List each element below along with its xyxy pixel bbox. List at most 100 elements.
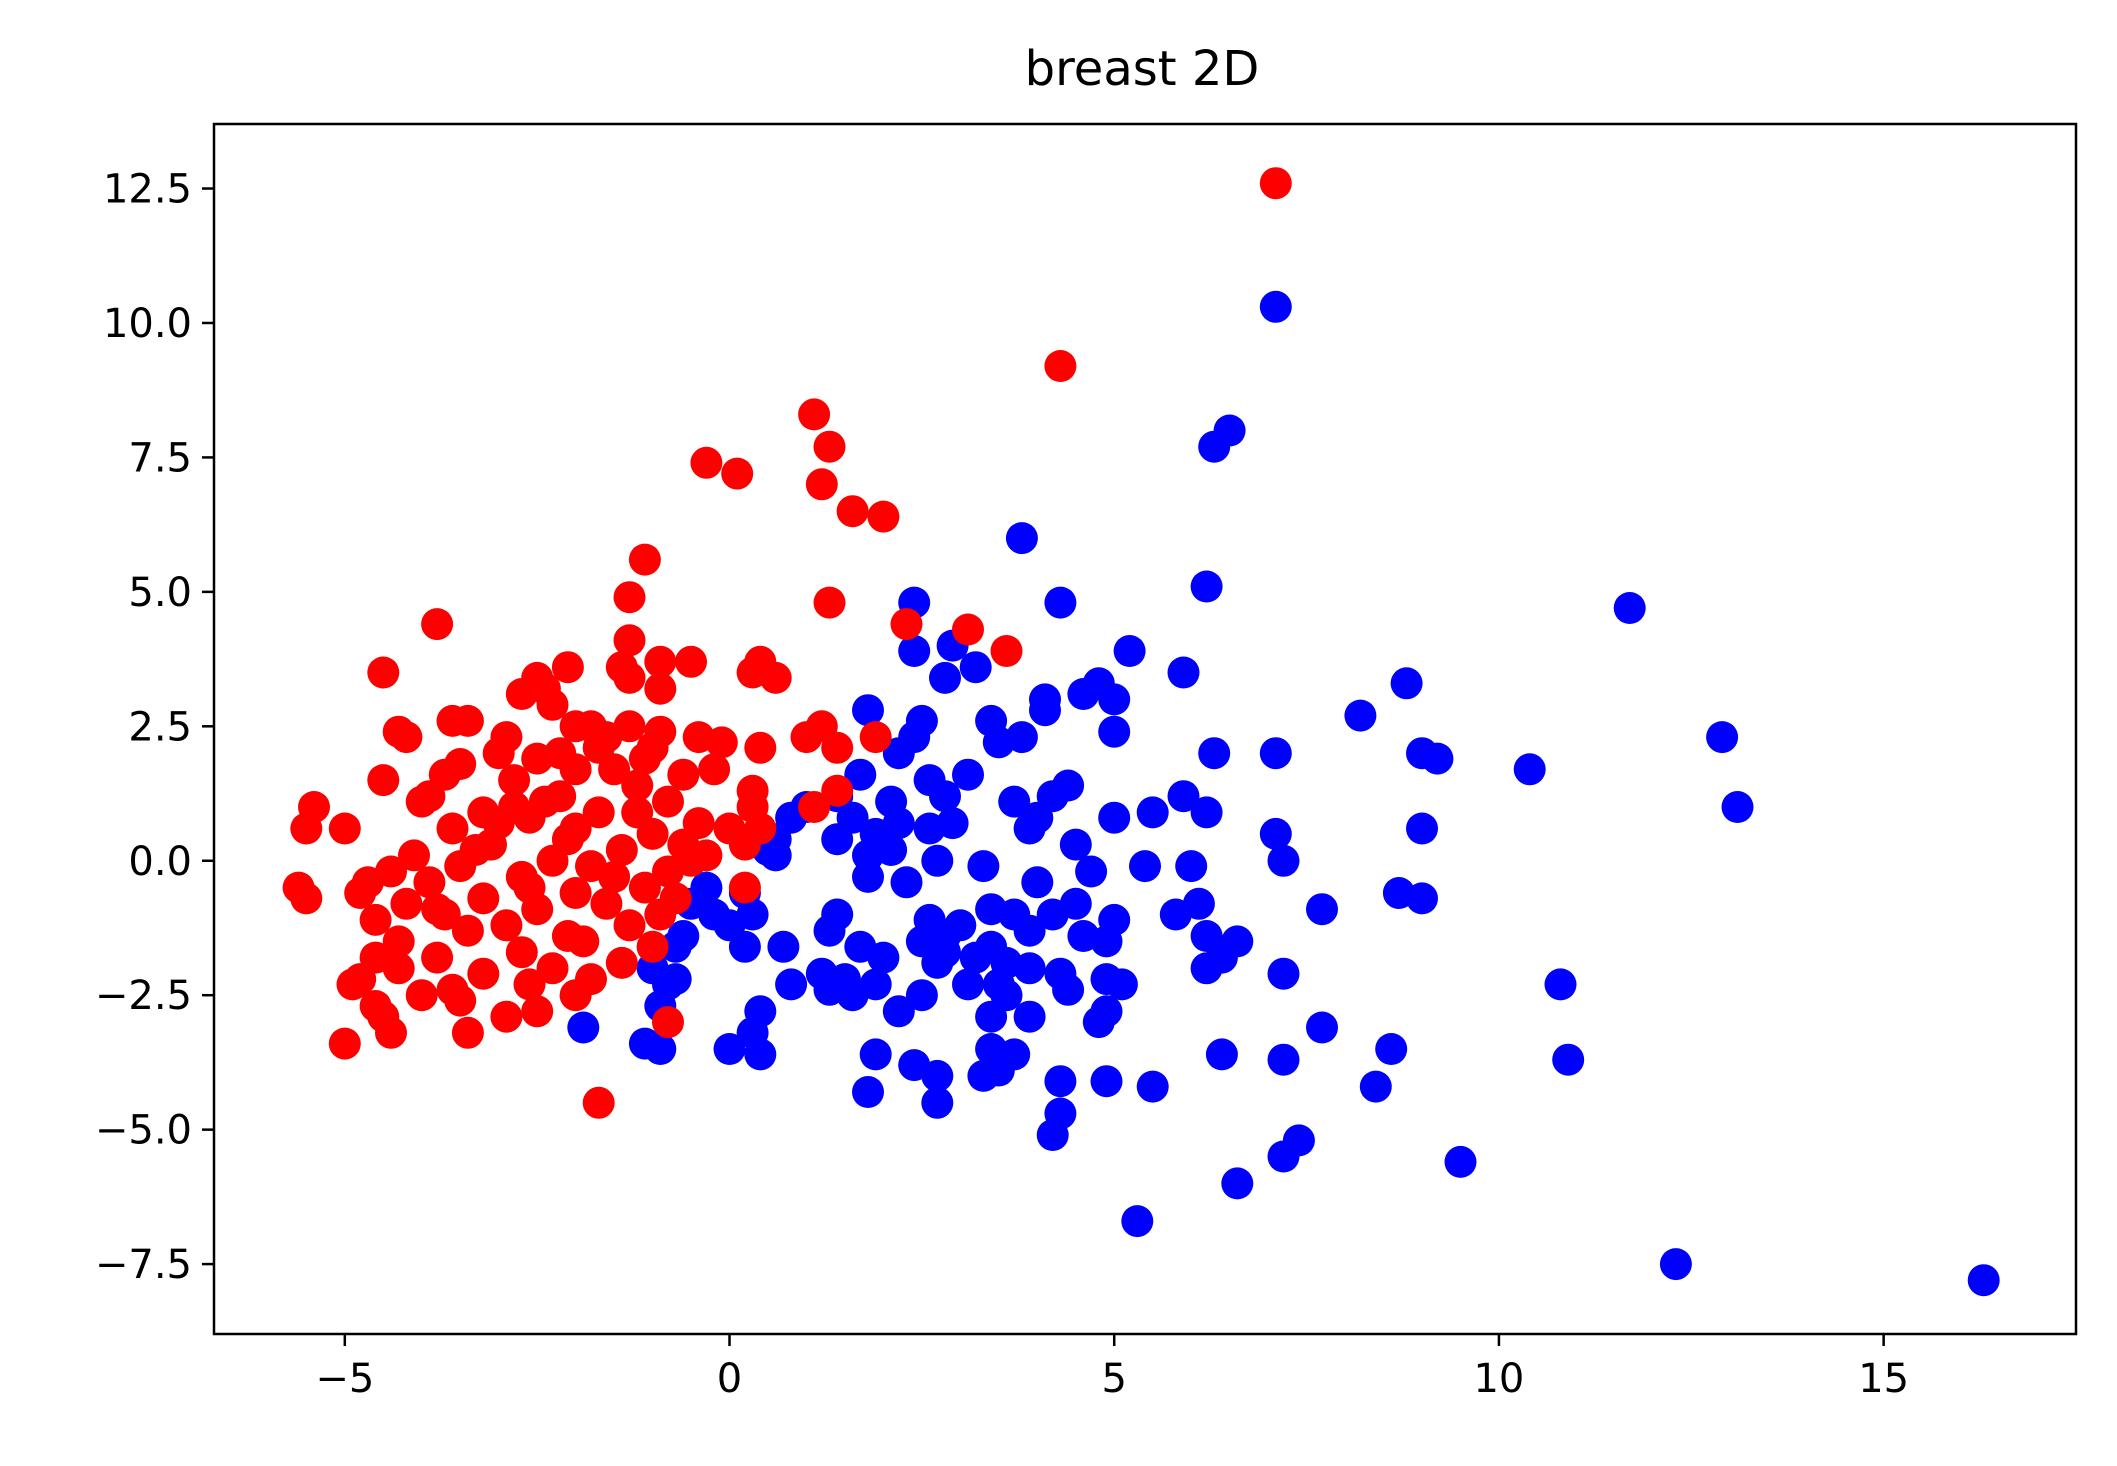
data-point [1406, 812, 1438, 845]
y-tick-label: −2.5 [95, 973, 192, 1019]
data-point [398, 839, 430, 872]
x-tick-label: 5 [1101, 1356, 1126, 1402]
data-point [1013, 1000, 1046, 1033]
data-point [1121, 1205, 1154, 1238]
data-point [713, 909, 746, 942]
data-point [929, 780, 961, 813]
data-point [1544, 968, 1577, 1001]
data-point [690, 871, 723, 904]
data-point [336, 968, 369, 1001]
data-point [498, 764, 531, 797]
data-point [1098, 715, 1131, 748]
data-point [652, 785, 684, 818]
plot-frame [212, 122, 2078, 1336]
x-tick-label: 10 [1473, 1356, 1524, 1402]
data-point [290, 812, 323, 845]
data-point [982, 726, 1015, 759]
data-point [798, 398, 831, 431]
data-point [1159, 898, 1192, 931]
data-point [852, 1076, 884, 1108]
data-point [421, 941, 454, 974]
data-point [1205, 1038, 1238, 1071]
data-point [444, 984, 477, 1017]
data-point [921, 946, 954, 979]
data-point [582, 796, 615, 829]
data-point [998, 785, 1031, 818]
data-point [467, 957, 500, 990]
data-point [1036, 1119, 1069, 1151]
data-point [1190, 796, 1223, 829]
data-point [367, 656, 400, 689]
data-point [482, 737, 515, 770]
data-point [659, 930, 692, 963]
data-point [1198, 737, 1231, 770]
data-point [613, 624, 646, 657]
data-point [1359, 1070, 1392, 1103]
chart-title: breast 2D [1025, 41, 1260, 97]
data-point [1190, 952, 1223, 985]
data-point [1198, 430, 1231, 463]
data-point [1021, 866, 1054, 899]
data-point [513, 968, 546, 1001]
data-point [644, 645, 677, 678]
data-point [451, 914, 484, 947]
data-point [1044, 350, 1077, 382]
data-point [921, 844, 954, 877]
data-point [1013, 812, 1046, 845]
data-point [375, 1016, 407, 1049]
data-point [1190, 570, 1223, 603]
data-point [1129, 850, 1161, 883]
data-point [513, 871, 546, 904]
data-point [921, 1086, 954, 1119]
series-2 [282, 167, 1292, 1119]
data-point [705, 726, 738, 759]
y-tick-label: −7.5 [95, 1242, 192, 1288]
data-point [929, 661, 961, 694]
data-point [1706, 721, 1739, 754]
data-point [836, 495, 869, 528]
data-point [559, 979, 592, 1012]
data-point [421, 608, 454, 641]
data-point [798, 791, 831, 823]
data-point [1259, 817, 1292, 850]
data-point [1167, 656, 1200, 689]
y-tick-label: 10.0 [103, 301, 192, 347]
data-point [390, 721, 423, 754]
data-point [644, 672, 677, 705]
data-point [559, 710, 592, 743]
data-point [713, 812, 746, 845]
data-point [959, 651, 992, 684]
data-point [551, 651, 584, 684]
data-point [1375, 1033, 1408, 1065]
data-point [521, 742, 554, 775]
data-point [1005, 522, 1038, 555]
data-point [490, 1000, 523, 1033]
data-point [690, 446, 723, 479]
data-point [405, 979, 438, 1012]
data-point [882, 737, 915, 770]
data-point [467, 882, 500, 915]
data-point [490, 909, 523, 942]
data-point [1444, 1145, 1477, 1178]
data-point [413, 866, 446, 899]
data-point [521, 995, 554, 1028]
data-point [959, 941, 992, 974]
data-point [675, 645, 707, 678]
data-point [1013, 952, 1046, 985]
data-point [967, 850, 1000, 883]
data-point [759, 661, 792, 694]
data-point [652, 1006, 684, 1039]
data-point [1136, 796, 1169, 829]
data-point [1044, 1065, 1077, 1098]
data-point [1659, 1248, 1692, 1281]
data-point [1306, 1011, 1338, 1044]
x-axis: −5 0 5 10 15 [315, 1334, 1909, 1402]
data-point [1175, 850, 1208, 883]
data-point [644, 1033, 677, 1065]
data-point [613, 661, 646, 694]
data-point [813, 914, 846, 947]
data-point [1136, 1070, 1169, 1103]
data-point [590, 887, 623, 920]
data-point [1090, 1065, 1123, 1098]
data-point [744, 731, 777, 764]
